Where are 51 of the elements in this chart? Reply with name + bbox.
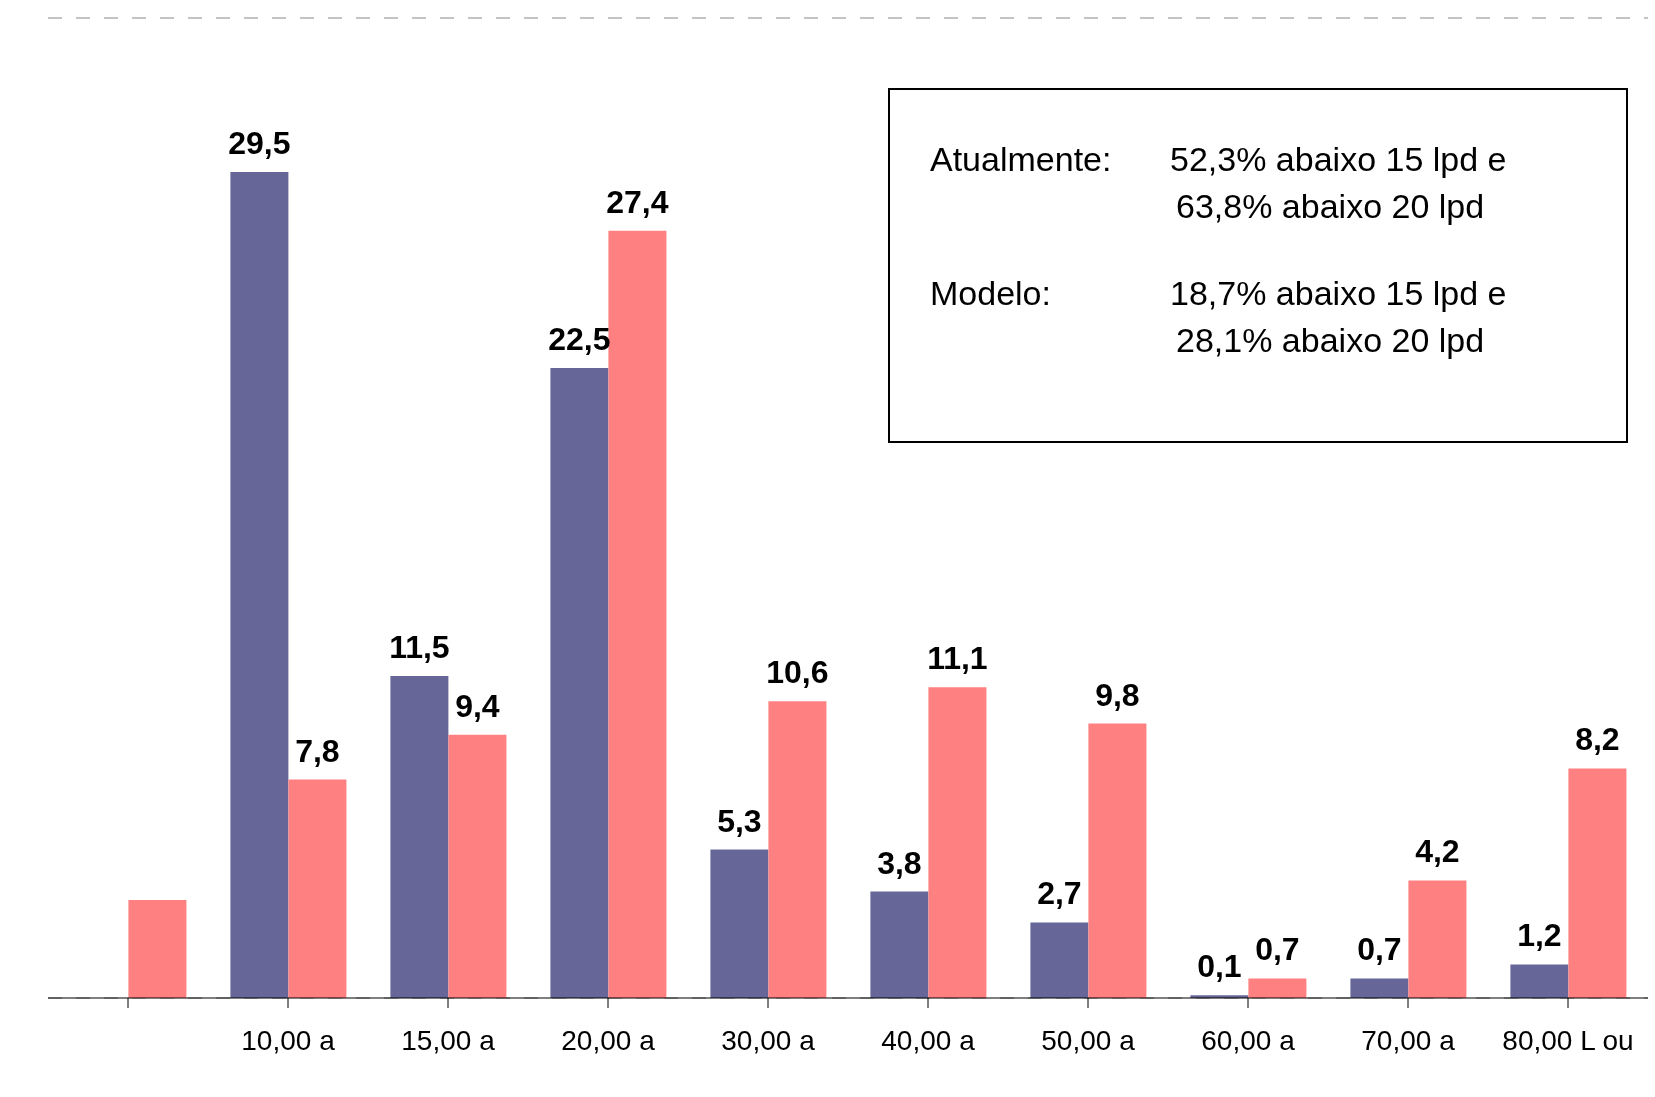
x-tick-label: 40,00 a: [881, 1024, 976, 1056]
data-label: 29,5: [228, 125, 291, 161]
data-label: 5,3: [717, 802, 762, 839]
data-label: 7,8: [295, 732, 340, 769]
data-label: 10,6: [766, 654, 829, 691]
x-tick-label: 30,00 a: [721, 1024, 816, 1056]
bar: [1088, 723, 1147, 998]
bar: [1350, 978, 1409, 998]
bar: [1030, 922, 1089, 998]
data-label: 2,7: [1037, 875, 1082, 912]
bar: [288, 779, 347, 998]
bar: [550, 368, 609, 998]
x-tick-label: 20,00 a: [561, 1024, 656, 1056]
bar: [710, 849, 769, 998]
annotation: 52,3% abaixo 15 lpd e: [1170, 140, 1508, 179]
x-tick-label: 50,00 a: [1041, 1024, 1136, 1056]
annotation: Atualmente:: [930, 140, 1113, 179]
data-label: 0,7: [1357, 931, 1402, 968]
annotation: 63,8% abaixo 20 lpd: [1175, 187, 1486, 226]
bar: [1408, 880, 1467, 998]
annotation: 28,1% abaixo 20 lpd: [1175, 321, 1486, 360]
annotation: 18,7% abaixo 15 lpd e: [1170, 274, 1508, 313]
x-tick-label: 10,00 a: [241, 1024, 336, 1056]
bar: [448, 734, 507, 998]
data-label: 22,5: [548, 321, 611, 357]
data-label: 9,8: [1095, 676, 1140, 713]
bar: [928, 687, 987, 998]
bar: [1568, 768, 1627, 998]
bar: [768, 701, 827, 998]
bar: [128, 900, 187, 998]
data-label: 11,5: [389, 629, 450, 665]
data-label: 27,4: [606, 183, 669, 220]
data-label: 8,2: [1575, 721, 1620, 758]
data-label: 4,2: [1415, 833, 1460, 870]
x-tick-label: 60,00 a: [1201, 1024, 1296, 1056]
data-label: 9,4: [455, 687, 500, 724]
annotation: Modelo:: [930, 274, 1052, 313]
data-label: 11,1: [927, 640, 988, 677]
x-tick-label: 70,00 a: [1361, 1024, 1456, 1056]
data-label: 0,7: [1255, 931, 1300, 968]
bar: [390, 676, 449, 998]
bar: [870, 891, 929, 998]
data-label: 3,8: [877, 844, 922, 881]
bar: [230, 172, 289, 998]
data-label: 1,2: [1517, 917, 1562, 954]
data-label: 0,1: [1197, 948, 1242, 985]
x-tick-label: 80,00 L ou: [1502, 1024, 1634, 1056]
bar: [1510, 964, 1569, 998]
bar: [608, 230, 667, 998]
x-tick-label: 15,00 a: [401, 1024, 496, 1056]
bar: [1248, 978, 1307, 998]
